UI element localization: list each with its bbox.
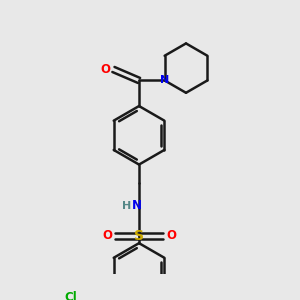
Text: O: O (166, 230, 176, 242)
Text: Cl: Cl (64, 291, 77, 300)
Text: N: N (132, 199, 142, 212)
Text: H: H (122, 201, 131, 211)
Text: S: S (134, 229, 144, 243)
Text: O: O (102, 230, 112, 242)
Text: N: N (160, 75, 169, 85)
Text: O: O (100, 63, 110, 76)
